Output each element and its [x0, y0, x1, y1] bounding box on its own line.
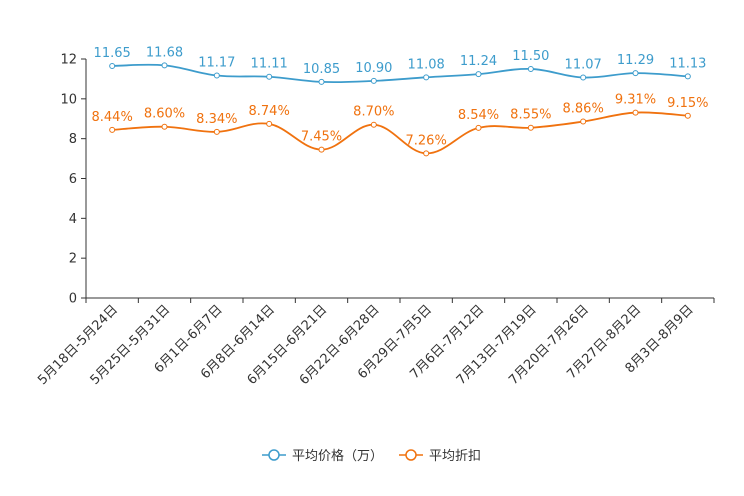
data-label: 11.17	[198, 56, 235, 71]
data-label: 8.44%	[92, 110, 133, 125]
data-label: 8.54%	[458, 108, 499, 123]
legend-price-marker	[268, 449, 280, 461]
data-point[interactable]	[475, 71, 482, 78]
data-label: 8.60%	[144, 107, 185, 122]
data-point[interactable]	[213, 72, 220, 79]
series-line	[112, 63, 688, 84]
data-point[interactable]	[370, 77, 377, 84]
data-point[interactable]	[109, 62, 116, 69]
y-tick-label: 12	[60, 53, 77, 68]
data-label: 11.24	[460, 54, 497, 69]
series-0: 11.65 11.68 11.17 11.11 10.85 10.90 11.08 11.24…	[94, 45, 706, 85]
data-point[interactable]	[318, 78, 325, 85]
y-tick-label: 10	[60, 92, 77, 107]
data-point[interactable]	[423, 150, 430, 157]
legend-discount-label: 平均折扣	[429, 449, 481, 464]
data-point[interactable]	[266, 73, 273, 80]
data-point[interactable]	[684, 73, 691, 80]
y-tick-label: 4	[69, 212, 77, 227]
data-point[interactable]	[527, 65, 534, 72]
data-point[interactable]	[109, 126, 116, 133]
data-label: 8.55%	[510, 108, 551, 123]
data-point[interactable]	[266, 120, 273, 127]
data-label: 10.90	[355, 61, 392, 76]
data-point[interactable]	[580, 118, 587, 125]
data-label: 7.26%	[406, 133, 447, 148]
data-label: 11.29	[617, 53, 654, 68]
data-point[interactable]	[527, 124, 534, 131]
data-label: 10.85	[303, 62, 340, 77]
legend-discount-marker	[405, 449, 417, 461]
data-point[interactable]	[684, 112, 691, 119]
data-point[interactable]	[161, 62, 168, 69]
data-point[interactable]	[213, 128, 220, 135]
legend-price-label: 平均价格（万）	[292, 448, 383, 464]
series-1: 8.44% 8.60% 8.34% 8.74% 7.45% 8.70% 7.26% 8.54%…	[92, 93, 708, 157]
legend-item-price[interactable]: 平均价格（万）	[262, 448, 383, 464]
data-point[interactable]	[580, 74, 587, 81]
y-tick-label: 8	[69, 132, 77, 147]
data-point[interactable]	[632, 70, 639, 77]
y-tick-label: 2	[69, 252, 77, 267]
legend-item-discount[interactable]: 平均折扣	[399, 449, 481, 464]
data-label: 9.31%	[615, 93, 656, 108]
data-label: 11.08	[408, 57, 445, 72]
data-point[interactable]	[161, 123, 168, 130]
x-ticks: 5月18日-5月24日5月25日-5月31日6月1日-6月7日6月8日-6月14…	[35, 298, 715, 388]
data-point[interactable]	[632, 109, 639, 116]
data-label: 11.11	[251, 57, 288, 72]
data-label: 7.45%	[301, 130, 342, 145]
data-label: 11.07	[565, 58, 602, 73]
data-point[interactable]	[475, 124, 482, 131]
y-ticks: 0 2 4 6 8 10 12	[60, 53, 86, 307]
data-label: 11.68	[146, 45, 183, 60]
data-point[interactable]	[370, 121, 377, 128]
legend: 平均价格（万） 平均折扣	[262, 448, 481, 464]
data-label: 11.65	[94, 46, 131, 61]
data-label: 11.13	[669, 56, 706, 71]
series-group: 11.65 11.68 11.17 11.11 10.85 10.90 11.08 11.24…	[92, 45, 708, 157]
data-label: 8.34%	[196, 112, 237, 127]
data-point[interactable]	[423, 74, 430, 81]
data-point[interactable]	[318, 146, 325, 153]
data-label: 11.50	[512, 49, 549, 64]
data-label: 8.74%	[249, 104, 290, 119]
data-label: 8.86%	[563, 102, 604, 117]
data-label: 8.70%	[353, 105, 394, 120]
data-label: 9.15%	[667, 96, 708, 111]
y-tick-label: 0	[69, 292, 77, 307]
y-tick-label: 6	[69, 172, 77, 187]
